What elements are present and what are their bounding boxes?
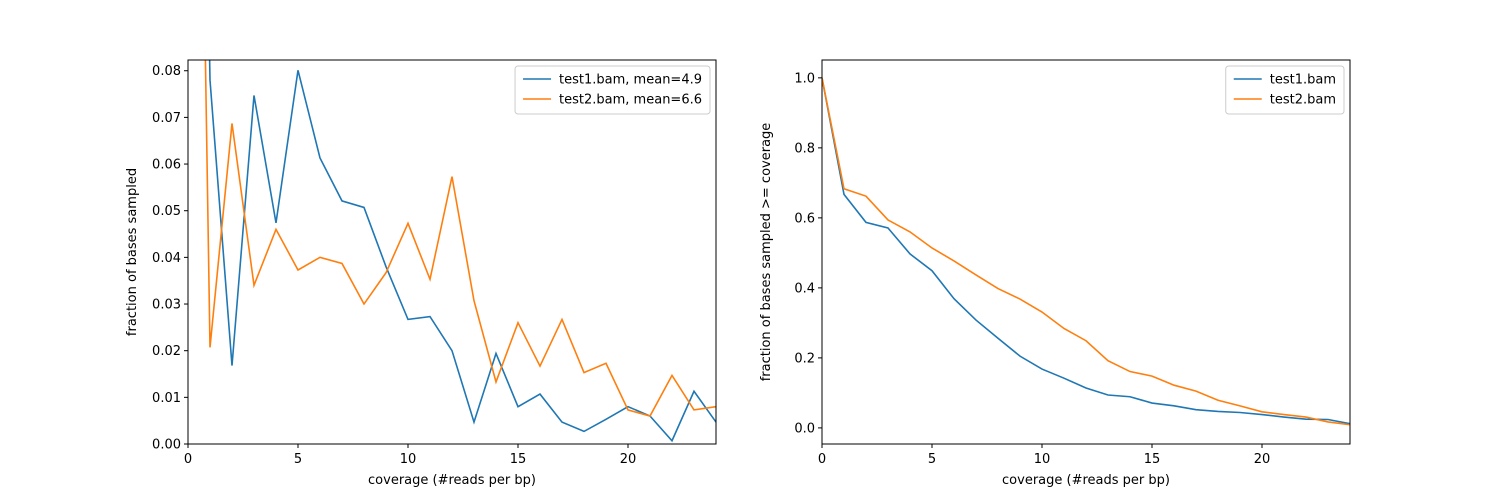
- data-line: [822, 77, 1350, 425]
- x-tick-label: 20: [620, 452, 637, 467]
- x-tick-label: 10: [400, 452, 417, 467]
- legend-box: [514, 65, 711, 115]
- axes-frame: [187, 59, 717, 445]
- y-tick-label: 0.0: [794, 421, 815, 436]
- y-tick-label: 0.02: [152, 344, 181, 359]
- data-line: [822, 77, 1350, 426]
- plot-lines: [204, 60, 716, 443]
- y-tick-label: 0.2: [794, 351, 815, 366]
- x-tick-label: 0: [818, 452, 826, 467]
- legend: test1.bam, mean=4.9 test2.bam, mean=6.6: [514, 65, 711, 115]
- y-tick-label: 0.08: [152, 64, 181, 79]
- legend-label: test1.bam: [1270, 73, 1336, 88]
- legend-label: test2.bam, mean=6.6: [559, 93, 702, 108]
- legend-label: test2.bam: [1270, 93, 1336, 108]
- plot-lines: [822, 77, 1350, 426]
- y-tick-label: 0.8: [794, 141, 815, 156]
- y-axis-label: fraction of bases sampled: [125, 168, 140, 336]
- y-tick-label: 0.05: [152, 204, 181, 219]
- y-tick-label: 0.07: [152, 111, 181, 126]
- y-tick-label: 0.06: [152, 158, 181, 173]
- x-tick-label: 10: [1034, 452, 1051, 467]
- x-tick-label: 20: [1254, 452, 1271, 467]
- y-tick-label: 0.04: [152, 251, 181, 266]
- x-tick-label: 5: [294, 452, 302, 467]
- axes-frame: [821, 59, 1351, 445]
- y-tick-label: 0.03: [152, 298, 181, 313]
- y-tick-label: 0.4: [794, 281, 815, 296]
- y-tick-label: 0.01: [152, 391, 181, 406]
- y-tick-label: 1.0: [794, 71, 815, 86]
- data-line: [208, 60, 716, 443]
- y-tick-label: 0.6: [794, 211, 815, 226]
- x-tick-label: 5: [928, 452, 936, 467]
- x-tick-label: 15: [1144, 452, 1161, 467]
- data-line: [204, 60, 716, 417]
- x-axis-label: coverage (#reads per bp): [1002, 473, 1170, 488]
- x-tick-label: 15: [510, 452, 527, 467]
- y-tick-label: 0.00: [152, 438, 181, 453]
- legend-label: test1.bam, mean=4.9: [559, 73, 702, 88]
- legend-box: [1225, 65, 1345, 115]
- y-axis-label: fraction of bases sampled >= coverage: [759, 123, 774, 382]
- x-tick-label: 0: [184, 452, 192, 467]
- legend: test1.bam test2.bam: [1225, 65, 1345, 115]
- x-axis-label: coverage (#reads per bp): [368, 473, 536, 488]
